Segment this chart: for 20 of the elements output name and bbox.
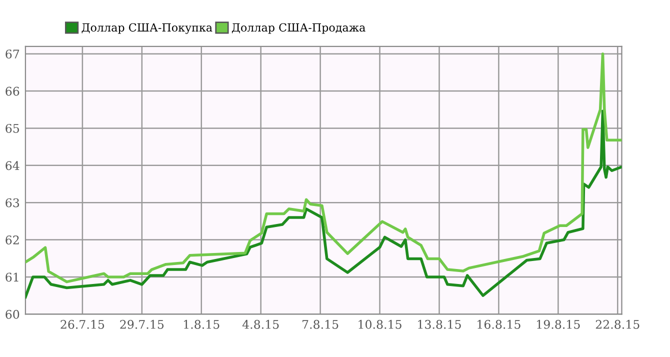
y-tick-label: 62 bbox=[6, 236, 19, 244]
y-tick-label: 67 bbox=[6, 50, 20, 58]
x-tick-label: 16.8.15 bbox=[478, 320, 520, 329]
x-tick-label: 29.7.15 bbox=[120, 320, 164, 329]
y-tick-label: 65 bbox=[6, 124, 19, 133]
legend-label: Доллар США-Покупка bbox=[82, 23, 212, 34]
y-tick-label: 61 bbox=[6, 272, 18, 282]
x-tick-label: 26.7.15 bbox=[60, 320, 104, 329]
y-tick-label: 63 bbox=[6, 198, 20, 208]
x-tick-label: 4.8.15 bbox=[242, 320, 279, 329]
y-tick-label: 60 bbox=[6, 310, 20, 319]
x-tick-label: 22.8.15 bbox=[596, 320, 640, 329]
x-tick-label: 19.8.15 bbox=[537, 320, 580, 329]
y-tick-label: 66 bbox=[6, 86, 20, 96]
x-tick-label: 1.8.15 bbox=[184, 320, 220, 329]
x-tick-label: 7.8.15 bbox=[302, 320, 338, 329]
x-tick-label: 13.8.15 bbox=[418, 320, 461, 329]
y-tick-label: 64 bbox=[6, 161, 20, 170]
legend-label: Доллар США-Продажа bbox=[232, 23, 366, 34]
x-tick-label: 10.8.15 bbox=[358, 320, 402, 329]
